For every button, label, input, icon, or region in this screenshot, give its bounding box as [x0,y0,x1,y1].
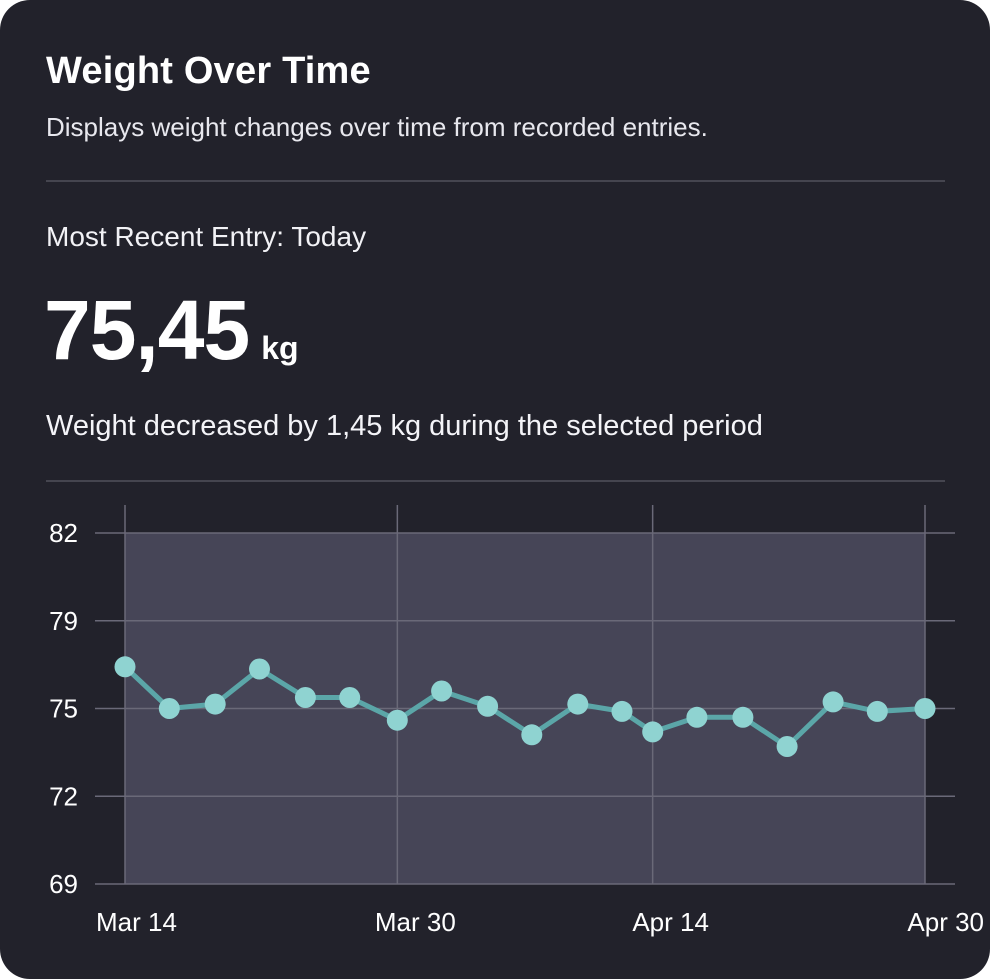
data-point[interactable] [914,698,936,719]
data-point[interactable] [822,691,844,713]
data-point[interactable] [477,695,499,717]
data-point[interactable] [249,658,270,680]
data-point[interactable] [866,700,888,722]
data-point[interactable] [294,687,316,708]
card-subtitle: Displays weight changes over time from r… [46,112,708,142]
current-weight-value: 75,45 [44,283,250,377]
top-divider [46,180,945,182]
x-tick-label: Mar 30 [375,907,456,937]
current-weight-unit: kg [261,330,299,366]
data-point[interactable] [158,698,180,719]
x-tick-label: Apr 30 [907,907,984,937]
weight-change-summary: Weight decreased by 1,45 kg during the s… [46,410,763,442]
x-axis-ticks: Mar 14 Mar 30 Apr 14 Apr 30 [96,907,984,937]
data-point[interactable] [776,736,798,757]
y-tick-label: 75 [49,694,78,724]
data-point[interactable] [686,706,708,728]
data-point[interactable] [114,656,136,678]
weight-series [114,656,936,757]
data-point[interactable] [642,721,664,743]
current-weight: 75,45 kg [44,282,299,379]
bottom-divider [46,480,945,482]
y-axis-ticks: 69 72 75 79 82 [49,518,78,899]
data-point[interactable] [732,706,754,728]
card-title: Weight Over Time [46,50,371,92]
data-point[interactable] [431,680,453,702]
data-point[interactable] [611,700,633,722]
data-point[interactable] [339,687,361,708]
data-point[interactable] [567,693,589,715]
y-tick-label: 82 [49,518,78,548]
y-tick-label: 79 [49,606,78,636]
data-point[interactable] [386,709,408,731]
x-tick-label: Mar 14 [96,907,177,937]
data-point[interactable] [521,724,543,746]
x-tick-label: Apr 14 [632,907,709,937]
y-tick-label: 72 [49,781,78,811]
data-point[interactable] [204,693,226,715]
grid-lines [95,505,955,885]
weight-line-chart: 69 72 75 79 82 Mar 14 Mar 30 Apr 14 Apr 30 [49,505,984,937]
most-recent-entry-label: Most Recent Entry: Today [46,221,367,252]
y-tick-label: 69 [49,869,78,899]
